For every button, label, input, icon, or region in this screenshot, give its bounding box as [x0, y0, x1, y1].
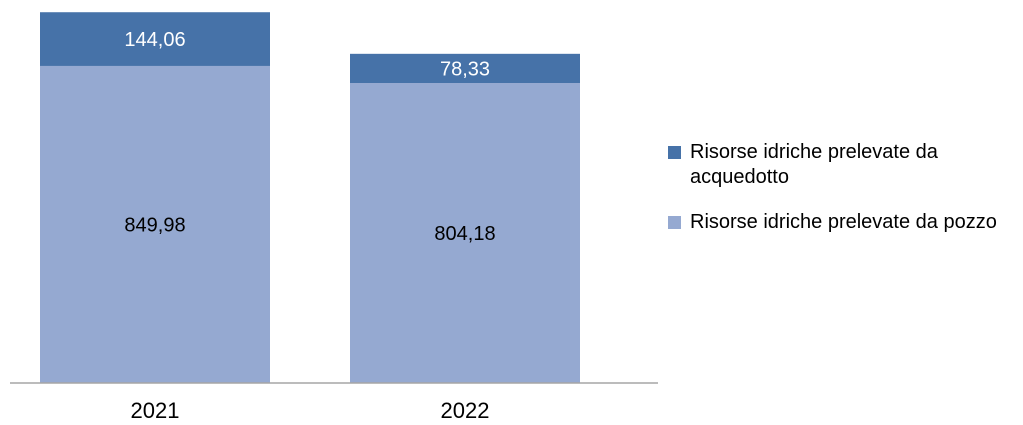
legend-swatch-pozzo — [668, 216, 681, 229]
legend-label-pozzo: Risorse idriche prelevate da pozzo — [690, 211, 997, 233]
data-label-2022-series-0: 804,18 — [434, 223, 495, 245]
legend: Risorse idriche prelevate da acquedotto … — [668, 140, 1018, 255]
x-tick-label-2021: 2021 — [131, 398, 180, 423]
bars-group — [40, 12, 580, 383]
data-label-2021-series-1: 144,06 — [124, 29, 185, 51]
data-label-2022-series-1: 78,33 — [440, 58, 490, 80]
bar-2022-series-0 — [350, 83, 580, 383]
legend-item-pozzo: Risorse idriche prelevate da pozzo — [668, 210, 1018, 235]
data-labels-group: 849,98 144,06 804,18 78,33 — [124, 29, 495, 245]
legend-item-acquedotto: Risorse idriche prelevate da acquedotto — [668, 140, 1018, 190]
data-label-2021-series-0: 849,98 — [124, 214, 185, 236]
bar-2022-series-1 — [350, 53, 580, 84]
bar-2021-series-0 — [40, 65, 270, 383]
legend-swatch-acquedotto — [668, 146, 681, 159]
legend-label-acquedotto: Risorse idriche prelevate da acquedotto — [690, 141, 938, 188]
bar-2021-series-1 — [40, 12, 270, 66]
x-tick-label-2022: 2022 — [441, 398, 490, 423]
x-tick-labels-group: 2021 2022 — [131, 398, 490, 423]
